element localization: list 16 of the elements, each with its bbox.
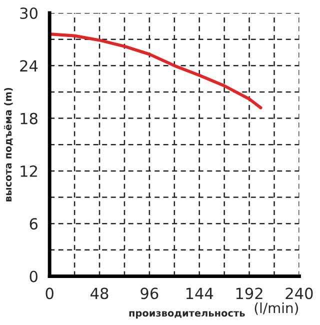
x-tick-label: 0: [46, 288, 54, 300]
text: (l/min): [254, 302, 298, 315]
y-tick-label: 30: [20, 7, 38, 20]
y-tick-label: 18: [20, 112, 38, 124]
y-tick-label: 12: [20, 165, 37, 177]
y-tick-label: 24: [20, 60, 38, 72]
x-tick-label: 192: [236, 288, 262, 300]
y-axis-title: высота подъёма (m): [4, 88, 13, 202]
y-tick-label: 0: [30, 270, 38, 282]
x-tick-label: 96: [140, 288, 158, 300]
x-tick-label: 144: [186, 288, 214, 299]
x-axis-title: производительность: [129, 311, 245, 319]
y-tick-label: 6: [30, 218, 38, 230]
x-tick-label: 240: [286, 288, 313, 300]
x-tick-label: 48: [90, 288, 108, 300]
line-series: [50, 32, 262, 110]
